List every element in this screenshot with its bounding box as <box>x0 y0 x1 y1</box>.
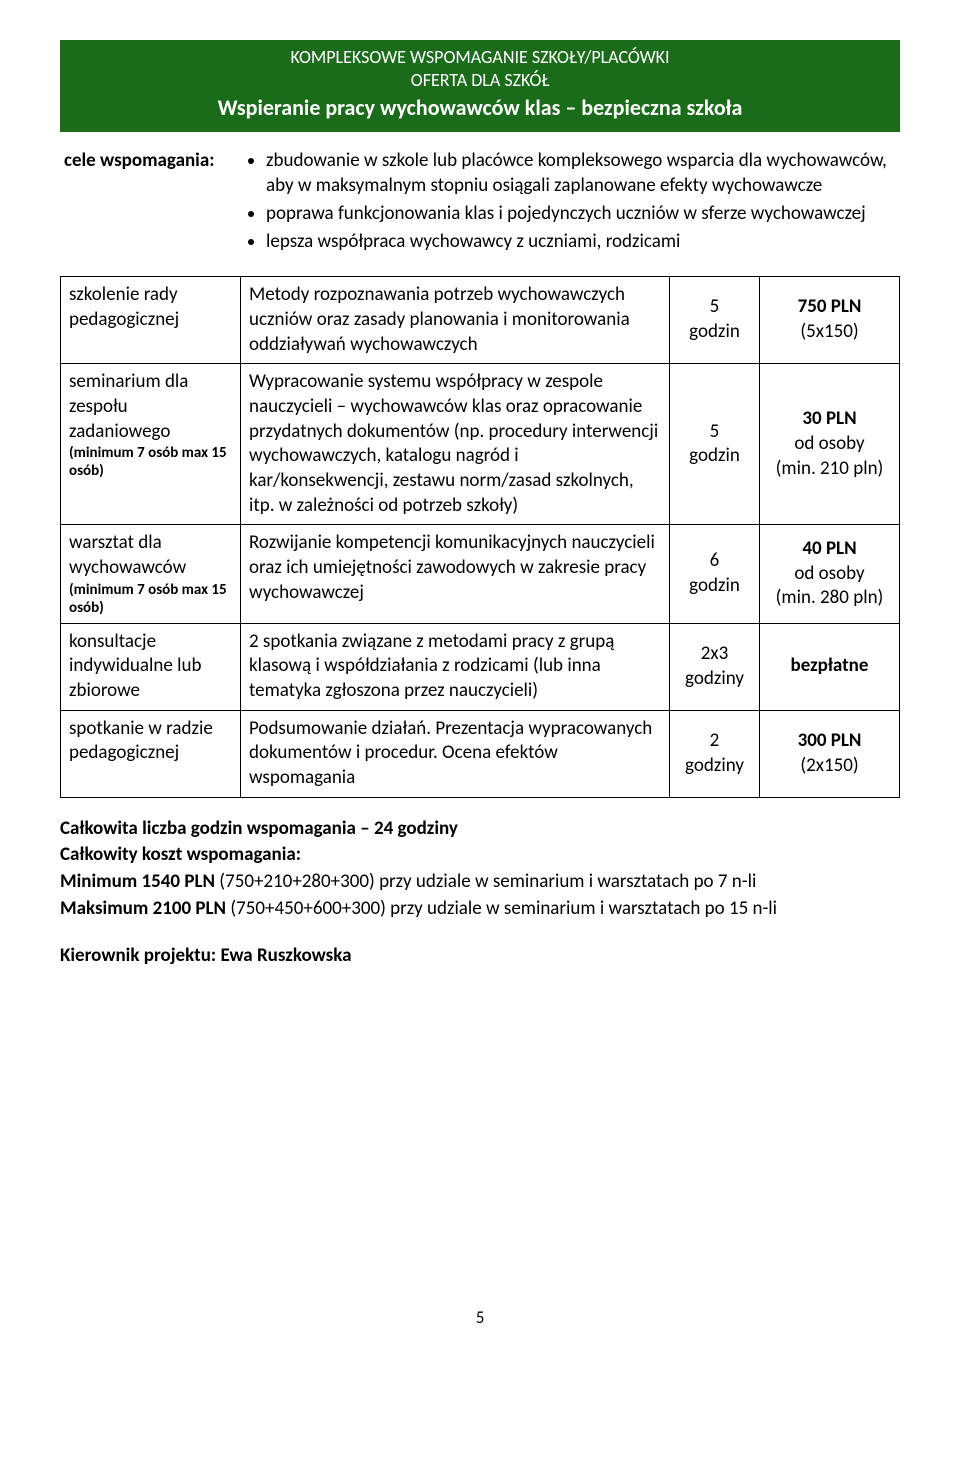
row-price: 300 PLN (2x150) <box>760 710 900 797</box>
row-type: seminarium dla zespołu zadaniowego (mini… <box>61 364 241 525</box>
goal-item: poprawa funkcjonowania klas i pojedynczy… <box>266 201 896 227</box>
row-type-main: warsztat dla wychowawców <box>69 531 232 580</box>
price-per: od osoby <box>768 562 891 587</box>
row-price: 40 PLN od osoby (min. 280 pln) <box>760 525 900 623</box>
row-desc: 2 spotkania związane z metodami pracy z … <box>241 623 670 710</box>
hours-unit: godzin <box>678 574 751 599</box>
hours-unit: godzin <box>678 444 751 469</box>
row-desc: Rozwijanie kompetencji komunikacyjnych n… <box>241 525 670 623</box>
project-manager: Kierownik projektu: Ewa Ruszkowska <box>60 944 900 967</box>
row-type-note: (minimum 7 osób max 15 osób) <box>69 581 232 617</box>
price-main: 300 PLN <box>768 729 891 754</box>
row-price: 30 PLN od osoby (min. 210 pln) <box>760 364 900 525</box>
row-desc: Metody rozpoznawania potrzeb wychowawczy… <box>241 277 670 364</box>
row-desc: Wypracowanie systemu współpracy w zespol… <box>241 364 670 525</box>
page-number: 5 <box>60 1307 900 1328</box>
row-hours: 6 godzin <box>670 525 760 623</box>
summary-max-bold: Maksimum 2100 PLN <box>60 897 226 920</box>
row-type: szkolenie rady pedagogicznej <box>61 277 241 364</box>
header-line-2: OFERTA DLA SZKÓŁ <box>72 69 888 92</box>
page: KOMPLEKSOWE WSPOMAGANIE SZKOŁY/PLACÓWKI … <box>0 0 960 1388</box>
price-sub: (5x150) <box>768 320 891 345</box>
price-main: 40 PLN <box>768 537 891 562</box>
price-sub: (2x150) <box>768 754 891 779</box>
goals-table: cele wspomagania: zbudowanie w szkole lu… <box>60 146 900 259</box>
row-type: warsztat dla wychowawców (minimum 7 osób… <box>61 525 241 623</box>
row-type-main: seminarium dla zespołu zadaniowego <box>69 370 232 444</box>
row-hours: 5 godzin <box>670 277 760 364</box>
hours-unit: godzin <box>678 320 751 345</box>
row-hours: 2x3 godziny <box>670 623 760 710</box>
hours-value: 2 <box>678 729 751 754</box>
table-row: seminarium dla zespołu zadaniowego (mini… <box>61 364 900 525</box>
goal-item: lepsza współpraca wychowawcy z uczniami,… <box>266 229 896 255</box>
price-main: 750 PLN <box>768 295 891 320</box>
row-type-main: spotkanie w radzie pedagogicznej <box>69 717 213 765</box>
row-type: spotkanie w radzie pedagogicznej <box>61 710 241 797</box>
table-row: konsultacje indywidualne lub zbiorowe 2 … <box>61 623 900 710</box>
hours-value: 5 <box>678 295 751 320</box>
goals-label: cele wspomagania: <box>60 146 240 259</box>
row-hours: 2 godziny <box>670 710 760 797</box>
goals-cell: zbudowanie w szkole lub placówce komplek… <box>240 146 900 259</box>
row-type-main: szkolenie rady pedagogicznej <box>69 283 179 331</box>
header-line-1: KOMPLEKSOWE WSPOMAGANIE SZKOŁY/PLACÓWKI <box>72 46 888 69</box>
hours-value: 6 <box>678 549 751 574</box>
hours-value: 5 <box>678 420 751 445</box>
goals-list: zbudowanie w szkole lub placówce komplek… <box>244 148 896 255</box>
price-main: 30 PLN <box>768 407 891 432</box>
price-main: bezpłatne <box>768 654 891 679</box>
hours-unit: godziny <box>678 667 751 692</box>
price-sub: (min. 280 pln) <box>768 586 891 611</box>
row-price: 750 PLN (5x150) <box>760 277 900 364</box>
header-line-3: Wspieranie pracy wychowawców klas – bezp… <box>72 93 888 124</box>
header-band: KOMPLEKSOWE WSPOMAGANIE SZKOŁY/PLACÓWKI … <box>60 40 900 132</box>
row-type: konsultacje indywidualne lub zbiorowe <box>61 623 241 710</box>
table-row: szkolenie rady pedagogicznej Metody rozp… <box>61 277 900 364</box>
offer-grid: szkolenie rady pedagogicznej Metody rozp… <box>60 276 900 798</box>
hours-unit: godziny <box>678 754 751 779</box>
summary-block: Całkowita liczba godzin wspomagania – 24… <box>60 816 900 922</box>
row-type-note: (minimum 7 osób max 15 osób) <box>69 444 232 480</box>
summary-min-rest: (750+210+280+300) przy udziale w seminar… <box>215 870 756 893</box>
goal-item: zbudowanie w szkole lub placówce komplek… <box>266 148 896 199</box>
row-hours: 5 godzin <box>670 364 760 525</box>
row-type-main: konsultacje indywidualne lub zbiorowe <box>69 630 201 702</box>
price-sub: (min. 210 pln) <box>768 457 891 482</box>
table-row: spotkanie w radzie pedagogicznej Podsumo… <box>61 710 900 797</box>
table-row: warsztat dla wychowawców (minimum 7 osób… <box>61 525 900 623</box>
summary-hours: Całkowita liczba godzin wspomagania – 24… <box>60 816 900 843</box>
summary-max-rest: (750+450+600+300) przy udziale w seminar… <box>226 897 777 920</box>
summary-cost-label: Całkowity koszt wspomagania: <box>60 842 900 869</box>
summary-min: Minimum 1540 PLN (750+210+280+300) przy … <box>60 869 900 896</box>
summary-max: Maksimum 2100 PLN (750+450+600+300) przy… <box>60 896 900 923</box>
hours-value: 2x3 <box>678 642 751 667</box>
price-per: od osoby <box>768 432 891 457</box>
row-price: bezpłatne <box>760 623 900 710</box>
row-desc: Podsumowanie działań. Prezentacja wyprac… <box>241 710 670 797</box>
summary-min-bold: Minimum 1540 PLN <box>60 870 215 893</box>
